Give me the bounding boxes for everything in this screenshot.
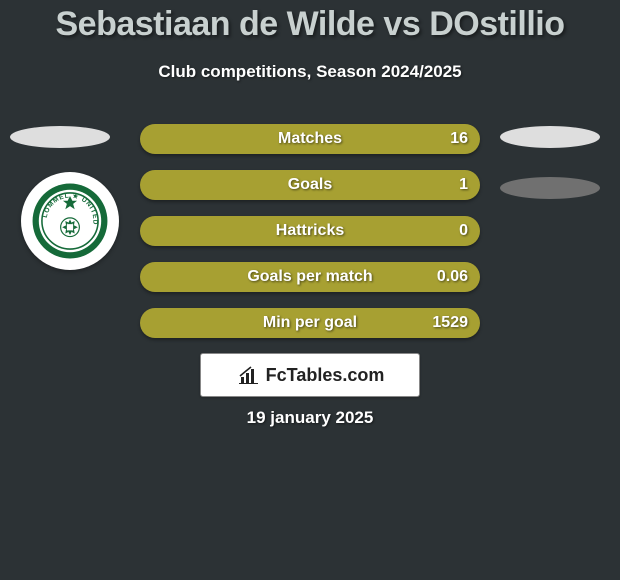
stat-label: Goals bbox=[288, 176, 332, 194]
date-text: 19 january 2025 bbox=[0, 408, 620, 428]
stat-value: 1 bbox=[459, 176, 468, 194]
vs-separator: vs bbox=[383, 5, 420, 43]
brand-text: FcTables.com bbox=[266, 365, 385, 386]
player2-photo-placeholder-mid bbox=[500, 177, 600, 199]
bar-chart-icon bbox=[236, 363, 260, 387]
stat-value: 1529 bbox=[432, 314, 468, 332]
stat-bar: Goals 1 bbox=[140, 170, 480, 200]
player1-name: Sebastiaan de Wilde bbox=[56, 5, 375, 43]
brand-main: Tables bbox=[287, 365, 343, 385]
stat-value: 0 bbox=[459, 222, 468, 240]
stat-value: 16 bbox=[450, 130, 468, 148]
stat-bar: Min per goal 1529 bbox=[140, 308, 480, 338]
stats-bars: Matches 16 Goals 1 Hattricks 0 Goals per… bbox=[140, 124, 480, 354]
stat-bar: Matches 16 bbox=[140, 124, 480, 154]
club-badge: LOMMEL ★ UNITED bbox=[21, 172, 119, 270]
stat-label: Goals per match bbox=[247, 268, 372, 286]
player2-name: DOstillio bbox=[429, 5, 564, 43]
subtitle: Club competitions, Season 2024/2025 bbox=[0, 62, 620, 82]
source-attribution: FcTables.com bbox=[200, 353, 420, 397]
page-title: Sebastiaan de Wilde vs DOstillio bbox=[0, 5, 620, 44]
stat-label: Hattricks bbox=[276, 222, 344, 240]
stat-label: Min per goal bbox=[263, 314, 357, 332]
player2-photo-placeholder-top bbox=[500, 126, 600, 148]
stat-bar: Hattricks 0 bbox=[140, 216, 480, 246]
stat-bar: Goals per match 0.06 bbox=[140, 262, 480, 292]
brand-prefix: Fc bbox=[266, 365, 287, 385]
stat-value: 0.06 bbox=[437, 268, 468, 286]
lommel-united-crest-icon: LOMMEL ★ UNITED bbox=[31, 182, 109, 260]
stat-label: Matches bbox=[278, 130, 342, 148]
player1-photo-placeholder-top bbox=[10, 126, 110, 148]
comparison-infographic: Sebastiaan de Wilde vs DOstillio Club co… bbox=[0, 0, 620, 580]
brand-suffix: .com bbox=[342, 365, 384, 385]
